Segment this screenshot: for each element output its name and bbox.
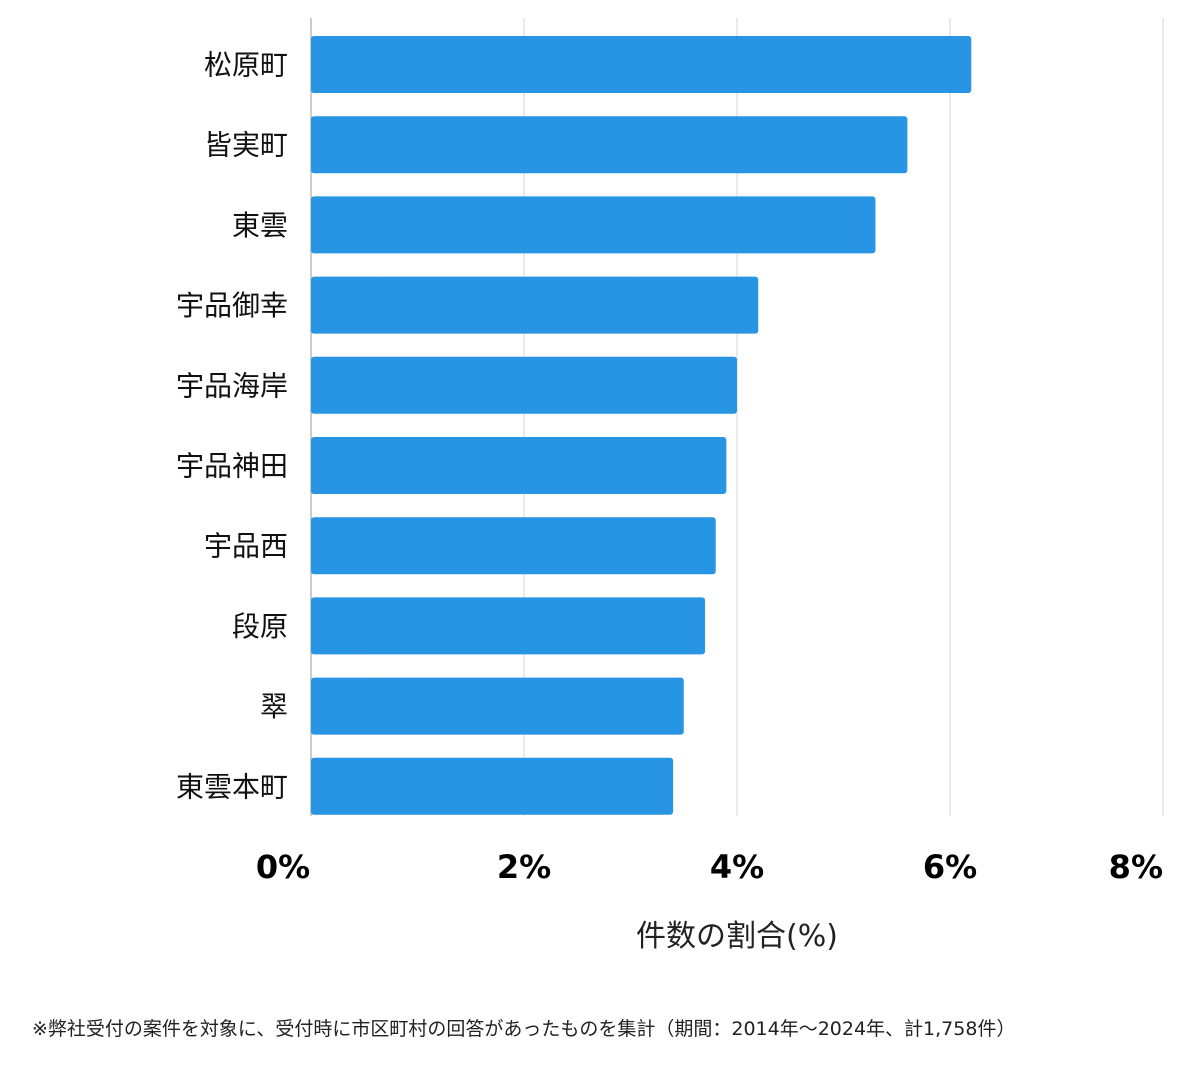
- category-label: 皆実町: [204, 129, 288, 162]
- bar: [311, 196, 876, 254]
- x-axis-title: 件数の割合(%): [636, 919, 838, 954]
- bar: [311, 517, 716, 575]
- bar: [311, 276, 759, 334]
- x-tick-label: 2%: [497, 848, 551, 886]
- category-label: 宇品西: [204, 530, 288, 563]
- category-label: 宇品御幸: [176, 289, 288, 322]
- category-label: 東雲本町: [176, 770, 288, 803]
- bar: [311, 116, 908, 174]
- bar: [311, 597, 706, 655]
- category-label: 松原町: [204, 49, 288, 82]
- bar: [311, 757, 674, 815]
- x-tick-label: 4%: [710, 848, 764, 886]
- category-label: 東雲: [232, 209, 288, 242]
- category-label: 宇品神田: [176, 450, 288, 483]
- bar: [311, 437, 727, 494]
- bar: [311, 356, 737, 414]
- x-tick-label: 8%: [1109, 848, 1163, 886]
- footnote: ※弊社受付の案件を対象に、受付時に市区町村の回答があったものを集計（期間：201…: [32, 1018, 1016, 1040]
- bar: [311, 36, 972, 93]
- category-label: 段原: [232, 610, 288, 643]
- x-tick-label: 0%: [256, 848, 310, 886]
- x-tick-labels: 0% 2% 4% 6% 8%: [256, 848, 1163, 886]
- bar: [311, 677, 684, 735]
- category-label: 翠: [260, 690, 288, 723]
- category-label: 宇品海岸: [176, 369, 288, 402]
- x-tick-label: 6%: [923, 848, 977, 886]
- bars: [311, 36, 972, 815]
